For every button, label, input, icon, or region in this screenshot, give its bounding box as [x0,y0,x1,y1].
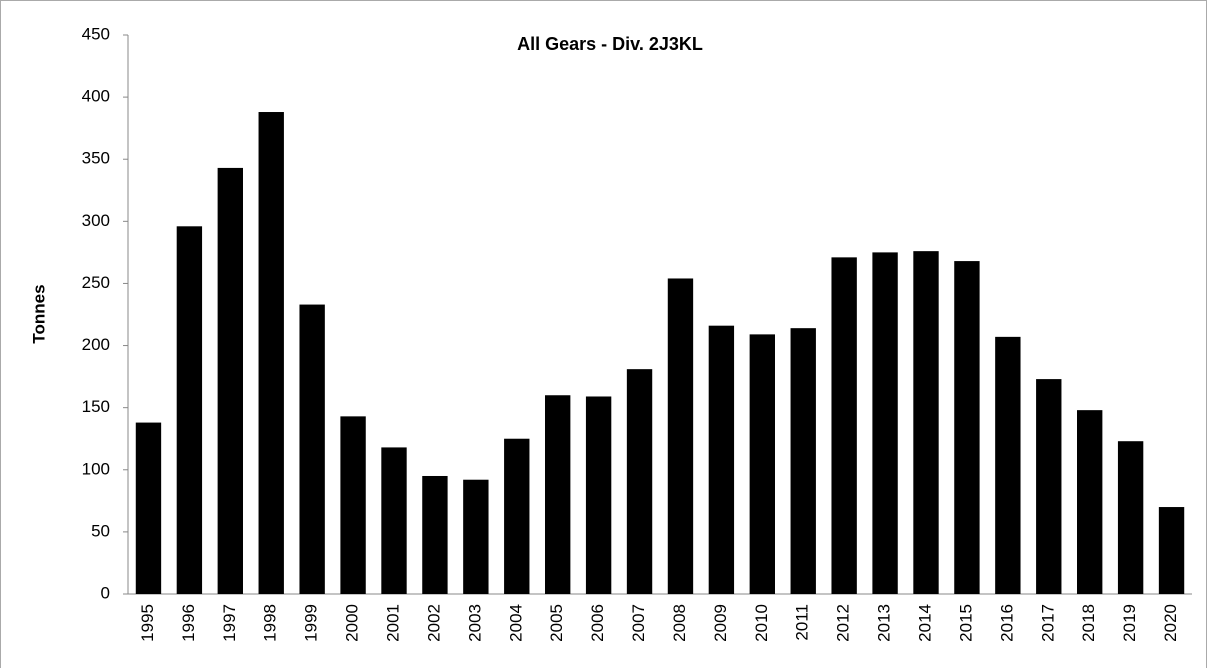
bar [422,475,448,594]
bar [258,112,284,595]
bar [1158,507,1185,594]
bar [831,257,857,594]
bar [135,422,162,594]
bar [463,479,489,594]
x-tick-label: 1996 [179,604,198,642]
x-tick-label: 2003 [465,604,484,642]
x-tick-label: 2007 [629,604,648,642]
bar [790,328,816,594]
bar [585,396,612,594]
y-tick-label: 350 [82,149,110,168]
x-tick-label: 1995 [138,604,157,642]
bar [749,334,775,594]
chart-title: All Gears - Div. 2J3KL [517,34,703,54]
x-tick-label: 2000 [343,604,362,642]
y-tick-label: 250 [82,273,110,292]
x-tick-label: 2017 [1038,604,1057,642]
x-tick-label: 2006 [588,604,607,642]
bar [1077,410,1103,594]
y-tick-label: 50 [91,521,110,540]
x-tick-label: 2020 [1161,604,1180,642]
y-tick-label: 200 [82,335,110,354]
bar [340,416,366,594]
bar [504,438,530,594]
y-tick-label: 150 [82,397,110,416]
x-tick-label: 2011 [793,604,812,641]
y-tick-label: 100 [82,459,110,478]
x-tick-label: 1999 [302,604,321,642]
bar [1036,379,1062,594]
bar [545,395,571,594]
x-tick-label: 2018 [1079,604,1098,642]
x-tick-label: 2004 [506,604,525,642]
bar [1117,441,1144,594]
bar [954,261,980,594]
y-tick-label: 450 [82,24,110,43]
x-tick-label: 2002 [424,604,443,642]
bar [626,369,653,594]
x-tick-label: 2001 [383,604,402,642]
y-tick-label: 400 [82,87,110,106]
x-tick-label: 2014 [915,604,934,642]
bar [667,278,694,594]
x-tick-label: 2012 [834,604,853,642]
x-tick-label: 2016 [997,604,1016,642]
x-tick-label: 2019 [1120,604,1139,642]
y-axis-label: Tonnes [29,284,48,343]
bar [381,447,407,594]
bar [708,325,735,594]
x-tick-label: 2005 [547,604,566,642]
x-tick-label: 2013 [875,604,894,642]
x-tick-label: 1998 [261,604,280,642]
bar [176,226,203,594]
bar [872,252,898,594]
x-tick-label: 2015 [956,604,975,642]
y-tick-label: 0 [101,583,110,602]
x-tick-label: 2009 [711,604,730,642]
x-tick-label: 1997 [220,604,239,642]
y-tick-label: 300 [82,211,110,230]
x-tick-label: 2010 [752,604,771,642]
bar [995,336,1021,594]
bar [217,167,243,594]
x-tick-label: 2008 [670,604,689,642]
bar [913,251,939,594]
bar [299,304,325,594]
